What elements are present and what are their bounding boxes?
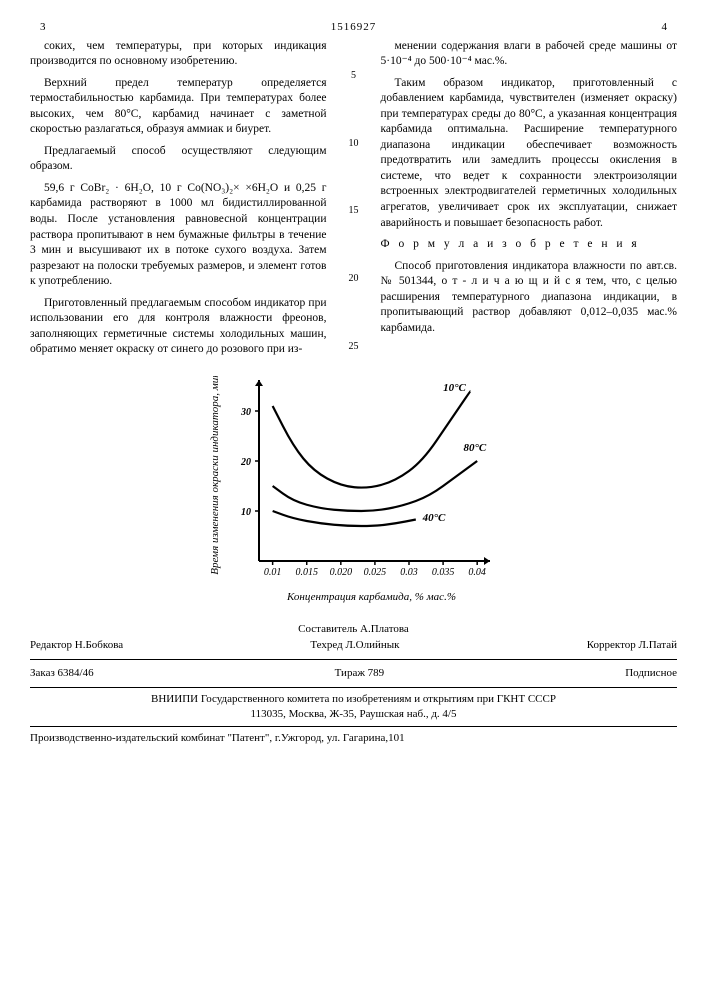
linenum: 20: [345, 272, 363, 286]
svg-text:20: 20: [240, 457, 251, 468]
tirazh: Тираж 789: [335, 666, 385, 681]
techred: Техред Л.Олийнык: [310, 638, 399, 653]
svg-text:40°С: 40°С: [421, 512, 445, 524]
svg-text:Концентрация карбамида, % мас.: Концентрация карбамида, % мас.%: [286, 591, 456, 603]
linenum: 5: [345, 69, 363, 83]
para: Способ приготовления индикатора влажност…: [381, 259, 678, 337]
linenum: 25: [345, 340, 363, 354]
svg-text:0.025: 0.025: [363, 567, 386, 578]
para: 59,6 г CoBr₂ · 6H₂O, 10 г Co(NO₃)₂× ×6H₂…: [30, 181, 327, 290]
formula-title: Ф о р м у л а и з о б р е т е н и я: [381, 237, 678, 253]
svg-text:0.035: 0.035: [431, 567, 454, 578]
editor: Редактор Н.Бобкова: [30, 638, 123, 653]
svg-text:0.020: 0.020: [329, 567, 352, 578]
divider: [30, 687, 677, 688]
svg-text:80°С: 80°С: [463, 442, 486, 454]
org: ВНИИПИ Государственного комитета по изоб…: [30, 692, 677, 707]
printer: Производственно-издательский комбинат "П…: [30, 731, 677, 746]
svg-text:0.04: 0.04: [468, 567, 486, 578]
divider: [30, 726, 677, 727]
compiler: Составитель А.Платова: [30, 622, 677, 637]
svg-text:0.03: 0.03: [400, 567, 418, 578]
left-column: соких, чем температуры, при которых инди…: [30, 39, 327, 364]
para: Верхний предел температур определяется т…: [30, 76, 327, 138]
svg-text:0.015: 0.015: [295, 567, 318, 578]
colnum-right: 4: [662, 20, 668, 35]
linenum: 10: [345, 137, 363, 151]
order: Заказ 6384/46: [30, 666, 94, 681]
right-column: менении содержания влаги в рабочей среде…: [381, 39, 678, 364]
para: Предлагаемый способ осуществляют следующ…: [30, 144, 327, 175]
para: соких, чем температуры, при которых инди…: [30, 39, 327, 70]
chart-container: 10 20 30 0.01 0.015 0.020 0.025 0.03 0.035 0.04 10…: [30, 376, 677, 606]
corrector: Корректор Л.Патай: [587, 638, 677, 653]
chart-svg: 10 20 30 0.01 0.015 0.020 0.025 0.03 0.035 0.04 10…: [204, 376, 504, 606]
divider: [30, 659, 677, 660]
svg-text:10°С: 10°С: [443, 382, 466, 394]
credits-block: Составитель А.Платова Редактор Н.Бобкова…: [30, 622, 677, 746]
linenum: 15: [345, 204, 363, 218]
svg-text:10: 10: [241, 507, 251, 518]
para: Приготовленный предлагаемым способом инд…: [30, 296, 327, 358]
svg-text:Время изменения окраски индика: Время изменения окраски индикатора, мин: [209, 376, 221, 575]
line-numbers: 5 10 15 20 25: [345, 39, 363, 364]
text-columns: соких, чем температуры, при которых инди…: [30, 39, 677, 364]
addr: 113035, Москва, Ж-35, Раушская наб., д. …: [30, 707, 677, 722]
para: менении содержания влаги в рабочей среде…: [381, 39, 678, 70]
svg-text:30: 30: [240, 407, 251, 418]
svg-text:0.01: 0.01: [263, 567, 281, 578]
docnum: 1516927: [331, 20, 377, 35]
para: Таким образом индикатор, приготовленный …: [381, 76, 678, 231]
colnum-left: 3: [40, 20, 46, 35]
podpis: Подписное: [625, 666, 677, 681]
